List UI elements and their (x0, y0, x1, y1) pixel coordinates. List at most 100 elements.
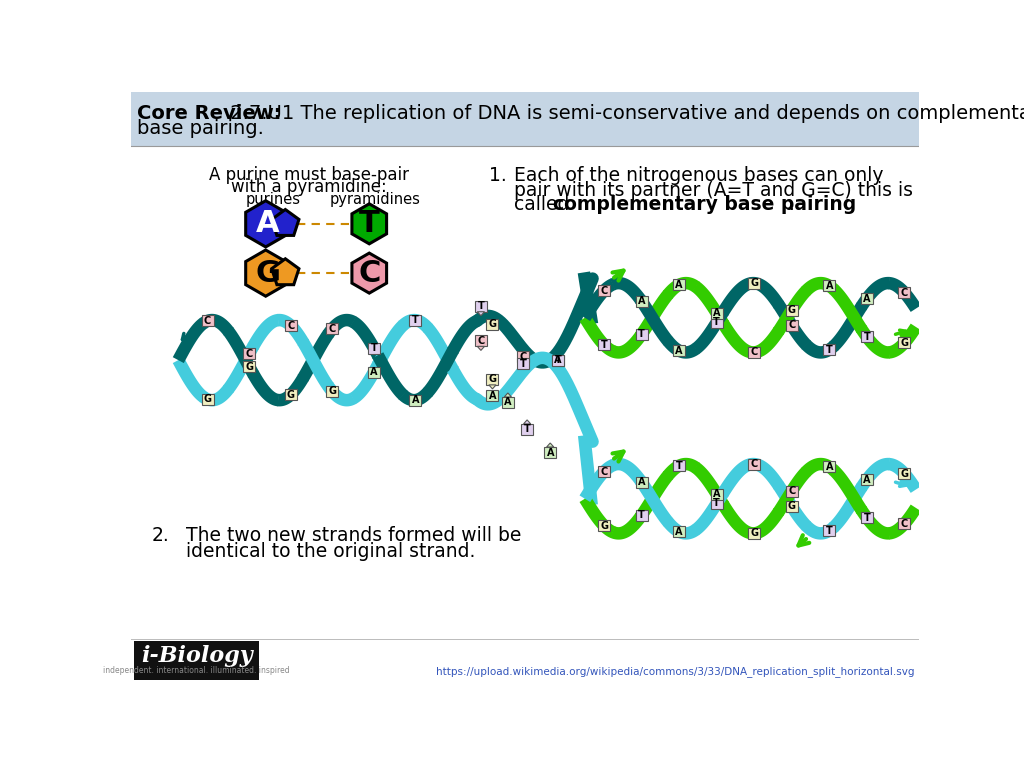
FancyBboxPatch shape (785, 320, 798, 331)
Polygon shape (477, 346, 484, 350)
FancyBboxPatch shape (711, 308, 723, 319)
Text: A: A (825, 462, 834, 472)
Text: T: T (714, 498, 720, 508)
FancyBboxPatch shape (544, 447, 556, 458)
FancyBboxPatch shape (502, 397, 514, 408)
Text: called: called (514, 195, 575, 214)
FancyBboxPatch shape (823, 344, 836, 355)
Text: C: C (600, 286, 607, 296)
Text: T: T (601, 340, 607, 350)
Text: A: A (488, 391, 497, 401)
Text: C: C (600, 467, 607, 477)
Text: A: A (713, 489, 721, 499)
Text: pair with its partner (A=T and G=C) this is: pair with its partner (A=T and G=C) this… (514, 180, 913, 200)
Text: A: A (863, 475, 870, 485)
Text: G: G (245, 362, 253, 372)
FancyBboxPatch shape (131, 92, 920, 146)
FancyBboxPatch shape (636, 296, 647, 307)
FancyBboxPatch shape (636, 477, 647, 488)
Text: C: C (901, 518, 908, 528)
Text: C: C (751, 347, 758, 357)
Text: A: A (547, 448, 554, 458)
Text: T: T (863, 513, 870, 523)
FancyBboxPatch shape (898, 287, 910, 298)
Polygon shape (352, 204, 387, 244)
Text: T: T (520, 359, 526, 369)
FancyBboxPatch shape (861, 474, 872, 485)
Polygon shape (477, 312, 484, 316)
Text: C: C (788, 486, 796, 496)
FancyBboxPatch shape (861, 512, 872, 523)
Text: C: C (901, 288, 908, 298)
Text: A purine must base-pair: A purine must base-pair (209, 166, 410, 184)
Text: G: G (488, 319, 497, 329)
FancyBboxPatch shape (410, 395, 422, 406)
Polygon shape (547, 443, 554, 447)
Text: Each of the nitrogenous bases can only: Each of the nitrogenous bases can only (514, 166, 884, 185)
FancyBboxPatch shape (823, 280, 836, 291)
FancyBboxPatch shape (711, 488, 723, 499)
Polygon shape (246, 200, 286, 247)
FancyBboxPatch shape (673, 346, 685, 356)
FancyBboxPatch shape (785, 501, 798, 512)
FancyBboxPatch shape (327, 386, 338, 397)
Text: A: A (554, 355, 561, 365)
Polygon shape (488, 385, 496, 389)
FancyBboxPatch shape (785, 485, 798, 497)
FancyBboxPatch shape (521, 424, 534, 435)
FancyBboxPatch shape (243, 348, 255, 359)
FancyBboxPatch shape (711, 498, 723, 509)
Text: G: G (600, 521, 608, 531)
Polygon shape (352, 253, 387, 293)
Text: with a pyramidine:: with a pyramidine: (231, 178, 387, 197)
Text: T: T (371, 343, 377, 353)
Text: .: . (788, 195, 795, 214)
FancyBboxPatch shape (552, 355, 564, 366)
Text: G: G (287, 389, 295, 399)
FancyBboxPatch shape (243, 361, 255, 372)
FancyBboxPatch shape (517, 351, 529, 362)
Text: T: T (826, 525, 833, 535)
Polygon shape (271, 210, 299, 236)
Text: G: G (900, 338, 908, 348)
Text: A: A (370, 367, 378, 377)
Text: G: G (751, 528, 758, 538)
Text: C: C (358, 259, 381, 287)
FancyBboxPatch shape (486, 319, 499, 329)
Text: A: A (676, 280, 683, 290)
Text: The two new strands formed will be: The two new strands formed will be (186, 525, 521, 545)
Text: 1.: 1. (488, 166, 506, 185)
Text: T: T (638, 510, 645, 520)
FancyBboxPatch shape (749, 528, 760, 539)
Text: T: T (412, 315, 419, 325)
Text: independent. international. illuminated. inspired: independent. international. illuminated.… (103, 666, 290, 675)
Text: G: G (204, 394, 212, 404)
Text: A: A (638, 296, 645, 306)
Text: 2.7.U1 The replication of DNA is semi-conservative and depends on complementary: 2.7.U1 The replication of DNA is semi-co… (223, 104, 1024, 123)
Text: base pairing.: base pairing. (137, 119, 263, 138)
FancyBboxPatch shape (598, 285, 610, 296)
FancyBboxPatch shape (673, 460, 685, 472)
FancyBboxPatch shape (785, 305, 798, 316)
Text: G: G (751, 278, 758, 288)
Text: purines: purines (246, 192, 300, 207)
FancyBboxPatch shape (823, 525, 836, 536)
Text: identical to the original strand.: identical to the original strand. (186, 542, 475, 561)
Text: A: A (412, 395, 419, 405)
FancyBboxPatch shape (475, 336, 487, 346)
FancyBboxPatch shape (673, 280, 685, 290)
FancyBboxPatch shape (368, 343, 380, 353)
FancyBboxPatch shape (368, 366, 380, 378)
Text: T: T (826, 345, 833, 355)
Text: G: G (787, 305, 796, 315)
FancyBboxPatch shape (486, 390, 499, 402)
Polygon shape (271, 259, 299, 285)
Text: G: G (256, 259, 281, 287)
Text: T: T (638, 329, 645, 339)
FancyBboxPatch shape (202, 316, 214, 326)
FancyBboxPatch shape (202, 394, 214, 405)
Text: C: C (329, 324, 336, 334)
FancyBboxPatch shape (475, 301, 487, 312)
Text: complementary base pairing: complementary base pairing (553, 195, 856, 214)
FancyBboxPatch shape (749, 458, 760, 469)
